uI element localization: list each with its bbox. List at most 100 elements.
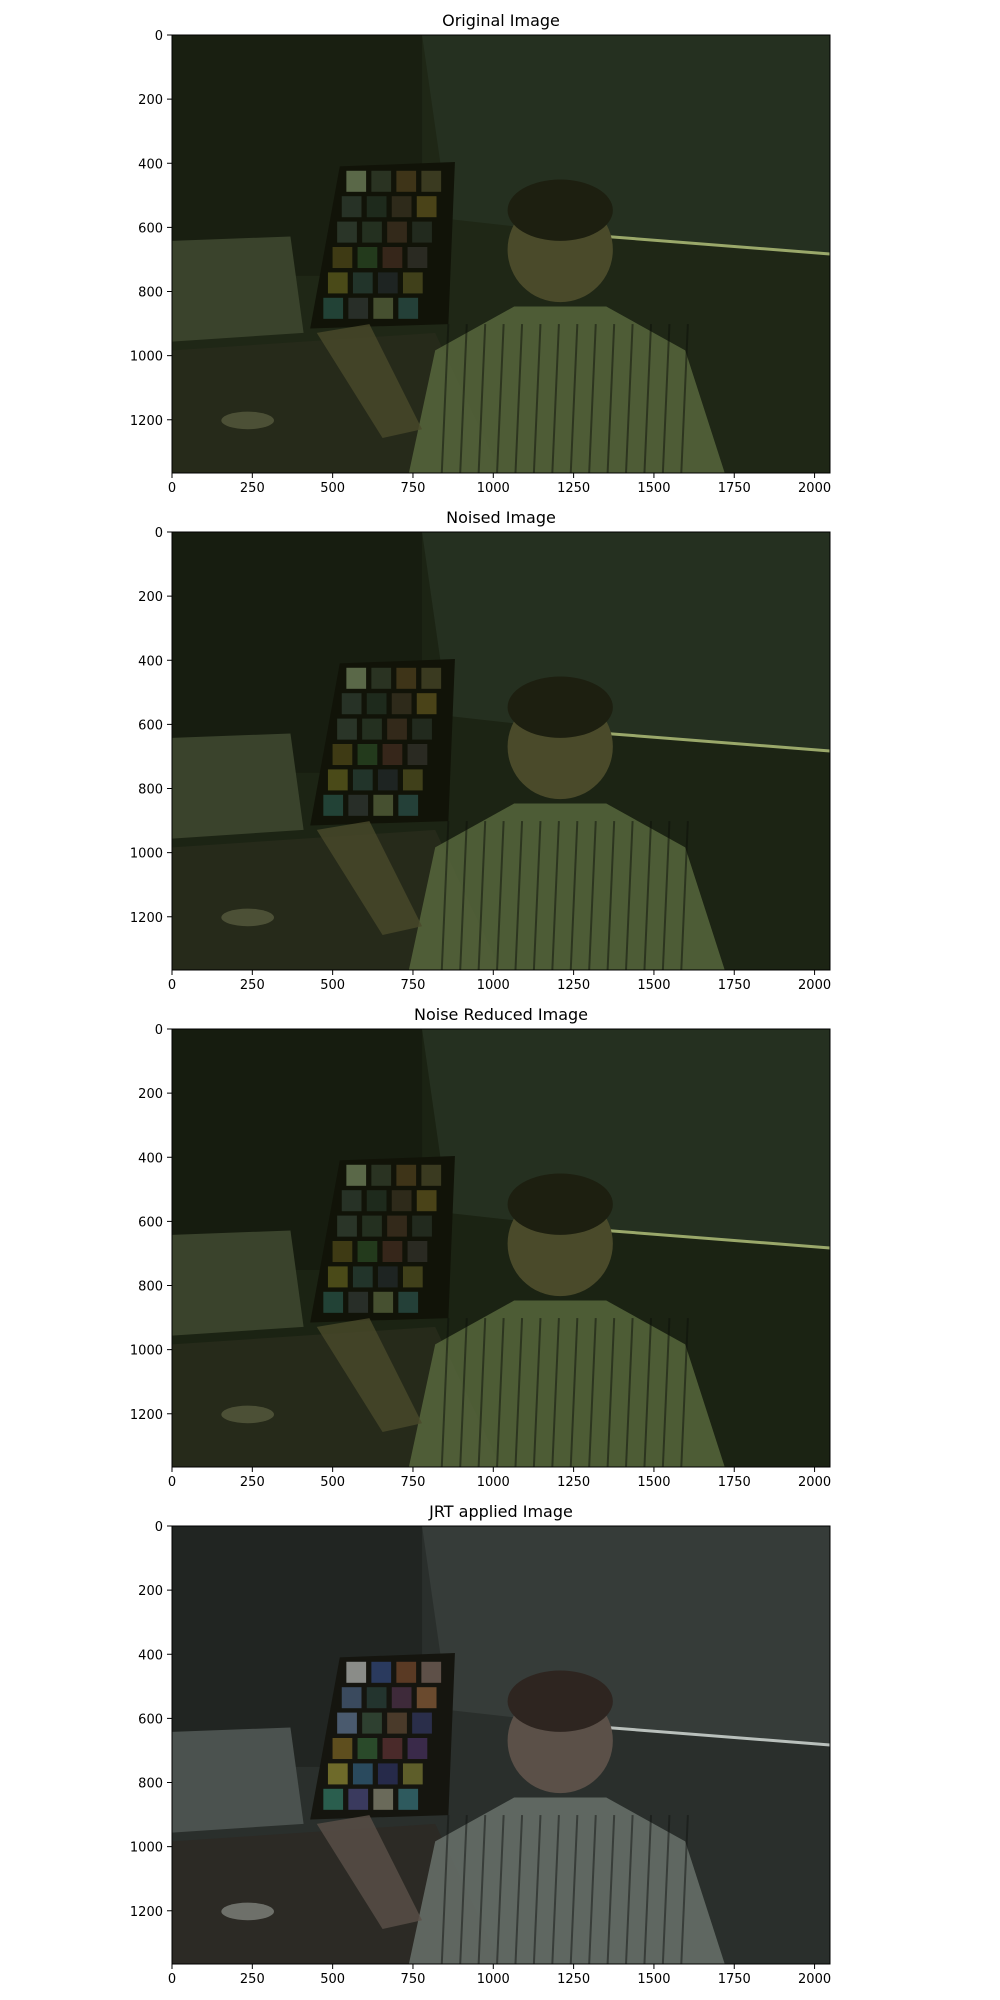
image-color-swatch [357,246,378,269]
image-shirt-stripe [496,324,505,474]
image-shirt-stripe [643,1318,653,1468]
image-color-swatch [366,1190,387,1212]
image-whiteboard-tray [606,234,831,256]
x-tick-label: 0 [168,1475,176,1490]
image-shirt-stripe [440,324,450,474]
image-color-swatch [323,297,344,319]
image-color-swatch [387,221,407,243]
image-shirt-stripe [680,821,689,971]
image-shirt-stripe [551,821,560,971]
image-person-arm [316,821,423,935]
x-tick-label: 250 [240,1475,265,1490]
image-color-swatch [371,170,392,192]
image-whiteboard-tray [606,731,831,753]
image-color-swatch [341,196,362,218]
image-color-swatch [371,1164,392,1186]
image-shirt-stripe [625,324,634,474]
y-tick-label: 800 [138,783,163,798]
image-color-swatch [412,718,432,740]
image-shirt-stripe [496,821,505,971]
image-shirt-stripe [440,1815,450,1965]
image-shirt-stripe [569,821,579,971]
image-shirt-stripe [496,1318,505,1468]
x-tick-label: 500 [320,1475,345,1490]
image-color-swatch [377,1266,398,1288]
image-color-swatch [366,1687,387,1709]
y-tick-label: 600 [138,718,163,733]
image-whiteboard [422,1526,830,1745]
image-shirt-stripe [551,1318,560,1468]
y-tick-label: 600 [138,1215,163,1230]
y-tick-label: 400 [138,1151,163,1166]
image-color-swatch [373,1788,394,1810]
image-whiteboard [422,35,830,254]
axes-frame [171,531,831,971]
x-tick-label: 500 [320,1972,345,1987]
image-person-arm [316,324,423,438]
image-panel: Noise Reduced Image 0 250 500 750 1000 1250 150… [130,1005,831,1490]
image-color-swatch [387,1215,407,1237]
image-color-swatch [327,1266,348,1288]
image-color-swatch [366,196,387,218]
image-shirt-stripe [606,1318,616,1468]
x-tick-label: 1500 [637,1972,670,1987]
image-shirt-stripe [606,821,616,971]
image-color-swatch [407,743,428,766]
x-tick-label: 750 [401,978,426,993]
image-shirt-stripe [588,324,597,474]
image-shirt-stripe [643,324,653,474]
image-shirt-stripe [569,1318,579,1468]
image-color-swatch [402,1266,423,1288]
image-paper-stack [172,236,304,342]
y-tick-label: 800 [138,1777,163,1792]
image-color-swatch [396,1164,417,1186]
x-tick-label: 1500 [637,978,670,993]
x-tick-label: 750 [401,1475,426,1490]
x-tick-label: 2000 [798,1972,831,1987]
image-shirt-stripe [661,1815,671,1965]
image-shirt-stripe [514,821,524,971]
image-shirt-stripe [588,821,597,971]
image-color-swatch [412,221,432,243]
image-color-swatch [357,743,378,766]
image-color-swatch [327,769,348,791]
x-tick-label: 500 [320,978,345,993]
image-color-swatch [382,246,403,269]
image-color-swatch [352,1763,373,1785]
x-tick-label: 2000 [798,978,831,993]
image-panel: JRT applied Image 0 250 500 750 1000 1250 1500 1… [130,1502,831,1987]
x-tick-label: 0 [168,1972,176,1987]
x-tick-label: 1750 [718,1475,751,1490]
y-tick-label: 1000 [130,1344,163,1359]
y-tick-label: 200 [138,1584,163,1599]
y-tick-label: 1000 [130,1841,163,1856]
y-tick-label: 200 [138,590,163,605]
image-shirt-stripe [551,324,560,474]
image-color-swatch [348,297,369,319]
y-tick-label: 1200 [130,1905,163,1920]
image-color-swatch [391,693,412,715]
image-color-swatch [398,297,419,319]
image-shirt-stripe [625,1318,634,1468]
image-color-swatch [323,794,344,816]
image-shirt-stripe [477,324,487,474]
x-tick-label: 2000 [798,481,831,496]
image-color-swatch [391,1687,412,1709]
image-color-swatch [352,272,373,294]
image-color-swatch [407,1240,428,1263]
image-color-swatch [416,693,437,715]
image-person-hair [507,1173,613,1235]
x-tick-label: 1750 [718,1972,751,1987]
image-color-swatch [382,743,403,766]
x-tick-label: 1250 [557,1475,590,1490]
image-color-swatch [398,794,419,816]
image-shirt-stripe [514,324,524,474]
y-tick-label: 400 [138,157,163,172]
y-tick-label: 600 [138,1712,163,1727]
panel-title: JRT applied Image [428,1502,573,1521]
x-tick-label: 1750 [718,481,751,496]
x-tick-label: 250 [240,481,265,496]
image-shirt-stripe [459,1815,468,1965]
x-tick-label: 1250 [557,1972,590,1987]
image-shirt-stripe [680,1318,689,1468]
